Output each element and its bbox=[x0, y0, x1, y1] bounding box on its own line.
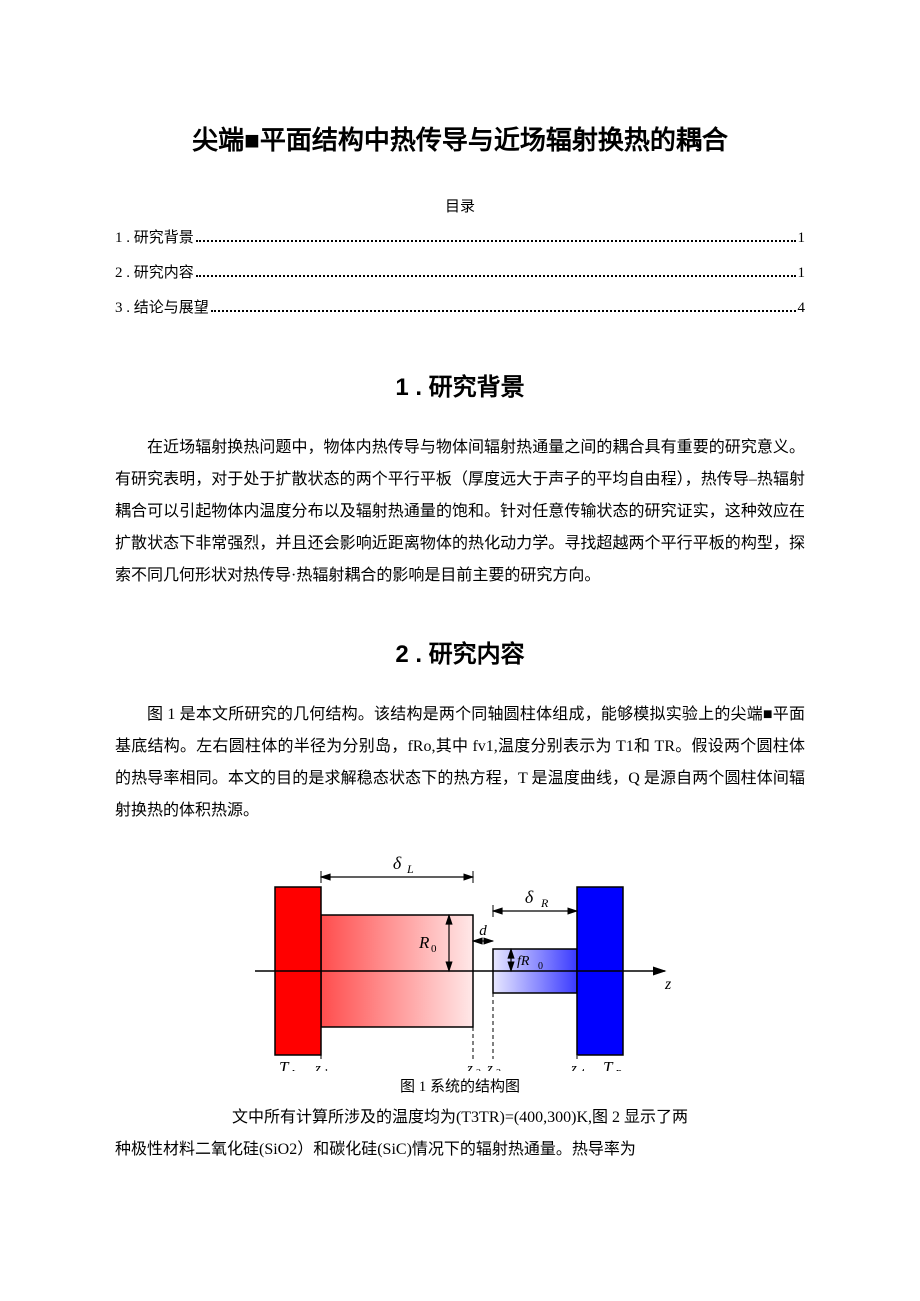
svg-text:2: 2 bbox=[476, 1068, 481, 1071]
toc-row: 3 . 结论与展望 4 bbox=[115, 296, 805, 317]
toc: 1 . 研究背景 1 2 . 研究内容 1 3 . 结论与展望 4 bbox=[115, 226, 805, 317]
svg-text:z: z bbox=[486, 1061, 493, 1071]
toc-row: 1 . 研究背景 1 bbox=[115, 226, 805, 247]
svg-text:4: 4 bbox=[580, 1068, 585, 1071]
figure-1: zδLδRR0dfR0z1z2z3z4TLTR bbox=[115, 841, 805, 1071]
section-2-paragraph-1: 图 1 是本文所研究的几何结构。该结构是两个同轴圆柱体组成，能够模拟实验上的尖端… bbox=[115, 699, 805, 827]
svg-text:L: L bbox=[290, 1068, 297, 1071]
svg-text:z: z bbox=[466, 1061, 473, 1071]
section-1-heading: 1 . 研究背景 bbox=[115, 367, 805, 402]
toc-label: 2 . 研究内容 bbox=[115, 261, 194, 282]
svg-text:z: z bbox=[664, 976, 672, 993]
section-1-paragraph: 在近场辐射换热问题中，物体内热传导与物体间辐射热通量之间的耦合具有重要的研究意义… bbox=[115, 432, 805, 592]
svg-text:R: R bbox=[540, 896, 549, 910]
svg-text:d: d bbox=[479, 923, 487, 939]
toc-label: 3 . 结论与展望 bbox=[115, 296, 209, 317]
svg-text:T: T bbox=[603, 1058, 614, 1071]
svg-text:R: R bbox=[614, 1068, 622, 1071]
figure-1-caption: 图 1 系统的结构图 bbox=[115, 1075, 805, 1096]
toc-page: 4 bbox=[798, 300, 806, 317]
svg-text:z: z bbox=[570, 1061, 577, 1071]
svg-text:δ: δ bbox=[393, 853, 402, 873]
svg-text:z: z bbox=[314, 1061, 321, 1071]
figure-1-svg: zδLδRR0dfR0z1z2z3z4TLTR bbox=[245, 841, 675, 1071]
svg-text:3: 3 bbox=[496, 1068, 501, 1071]
toc-page: 1 bbox=[798, 265, 806, 282]
toc-dots bbox=[211, 310, 796, 312]
after-figure-line-2: 种极性材料二氧化硅(SiO2）和碳化硅(SiC)情况下的辐射热通量。热导率为 bbox=[115, 1134, 805, 1166]
toc-dots bbox=[196, 275, 796, 277]
svg-text:L: L bbox=[406, 862, 414, 876]
toc-page: 1 bbox=[798, 230, 806, 247]
after-figure-line-1: 文中所有计算所涉及的温度均为(T3TR)=(400,300)K,图 2 显示了两 bbox=[115, 1102, 805, 1134]
svg-text:δ: δ bbox=[525, 887, 534, 907]
page-title: 尖端■平面结构中热传导与近场辐射换热的耦合 bbox=[115, 120, 805, 157]
toc-label: 1 . 研究背景 bbox=[115, 226, 194, 247]
svg-text:1: 1 bbox=[324, 1068, 329, 1071]
section-2-heading: 2 . 研究内容 bbox=[115, 634, 805, 669]
toc-dots bbox=[196, 240, 796, 242]
svg-text:R: R bbox=[418, 933, 430, 952]
svg-text:fR: fR bbox=[517, 954, 530, 969]
svg-text:0: 0 bbox=[431, 943, 437, 955]
svg-text:T: T bbox=[279, 1058, 290, 1071]
svg-text:0: 0 bbox=[538, 961, 543, 972]
toc-heading: 目录 bbox=[115, 195, 805, 216]
toc-row: 2 . 研究内容 1 bbox=[115, 261, 805, 282]
